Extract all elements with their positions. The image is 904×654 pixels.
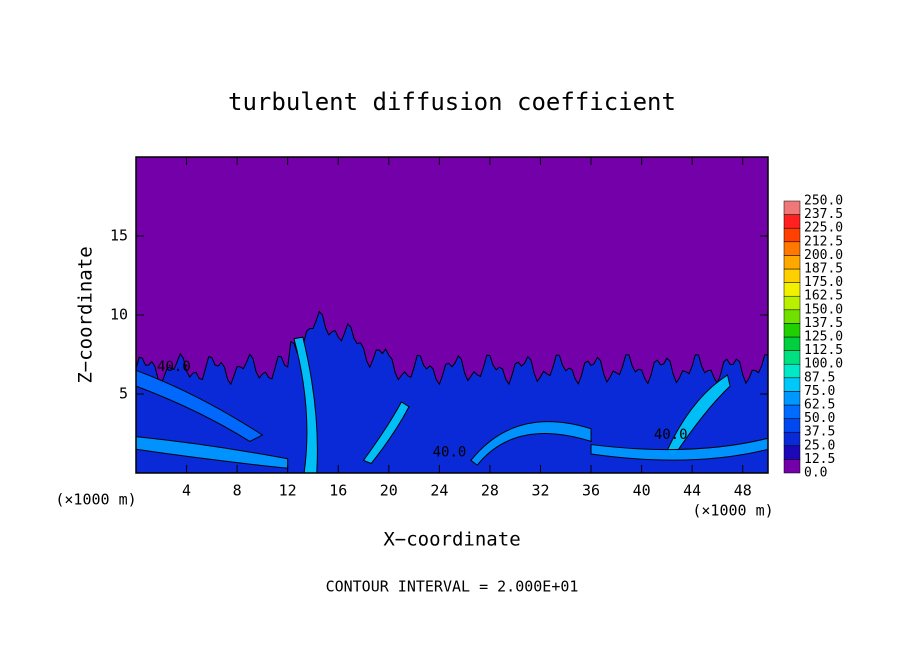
chart-title: turbulent diffusion coefficient bbox=[228, 88, 676, 116]
colorbar-label: 237.5 bbox=[804, 207, 843, 222]
x-tick-label: 4 bbox=[182, 482, 191, 500]
colorbar-label: 162.5 bbox=[804, 289, 843, 304]
y-tick-label: 15 bbox=[110, 227, 128, 245]
x-tick-label: 36 bbox=[582, 482, 600, 500]
colorbar-swatch bbox=[783, 445, 801, 460]
colorbar-label: 87.5 bbox=[804, 370, 835, 385]
colorbar-swatch bbox=[783, 282, 801, 297]
colorbar-swatch bbox=[783, 350, 801, 365]
colorbar-label: 150.0 bbox=[804, 302, 843, 317]
eddy bbox=[135, 369, 264, 442]
colorbar-swatch bbox=[783, 404, 801, 419]
colorbar-swatch bbox=[783, 377, 801, 392]
y-axis-label: Z−coordinate bbox=[75, 246, 97, 383]
colorbar-swatch bbox=[783, 227, 801, 243]
contour-label: 40.0 bbox=[654, 427, 688, 443]
x-tick-label: 24 bbox=[430, 482, 448, 500]
turbulent-layer bbox=[135, 310, 769, 474]
colorbar-swatch bbox=[783, 431, 801, 447]
x-tick-label: 48 bbox=[734, 482, 752, 500]
x-tick-label: 32 bbox=[531, 482, 549, 500]
colorbar-label: 50.0 bbox=[804, 411, 835, 426]
colorbar-swatch bbox=[783, 363, 801, 379]
colorbar-label: 25.0 bbox=[804, 438, 835, 453]
y-tick-label: 5 bbox=[119, 385, 128, 403]
x-axis-label: X−coordinate bbox=[383, 529, 520, 551]
colorbar-label: 112.5 bbox=[804, 343, 843, 358]
colorbar-label: 62.5 bbox=[804, 398, 835, 413]
x-tick-label: 20 bbox=[380, 482, 398, 500]
x-unit-label: (×1000 m) bbox=[55, 491, 136, 509]
colorbar-label: 75.0 bbox=[804, 384, 835, 399]
colorbar-label: 37.5 bbox=[804, 425, 835, 440]
colorbar-swatch bbox=[783, 295, 801, 311]
colorbar-swatch bbox=[783, 391, 801, 406]
colorbar-swatch bbox=[783, 241, 801, 256]
colorbar-swatch bbox=[783, 268, 801, 283]
x-tick-label: 44 bbox=[683, 482, 701, 500]
colorbar-label: 187.5 bbox=[804, 262, 843, 277]
colorbar-swatch bbox=[783, 200, 801, 215]
eddy bbox=[470, 421, 592, 466]
colorbar-label: 100.0 bbox=[804, 357, 843, 372]
colorbar-label: 12.5 bbox=[804, 452, 835, 467]
colorbar-label: 250.0 bbox=[804, 194, 843, 209]
plot-area bbox=[135, 157, 769, 474]
eddy bbox=[135, 436, 289, 469]
x-tick-label: 40 bbox=[633, 482, 651, 500]
colorbar-label: 225.0 bbox=[804, 221, 843, 236]
colorbar-label: 125.0 bbox=[804, 330, 843, 345]
x-tick-label: 8 bbox=[233, 482, 242, 500]
colorbar-swatch bbox=[783, 255, 801, 270]
colorbar-label: 212.5 bbox=[804, 234, 843, 249]
colorbar-swatch bbox=[783, 459, 801, 474]
contour-label: 40.0 bbox=[433, 444, 467, 460]
x-tick-label: 12 bbox=[279, 482, 297, 500]
eddy bbox=[362, 401, 410, 465]
colorbar-label: 0.0 bbox=[804, 466, 827, 481]
colorbar-swatch bbox=[783, 309, 801, 324]
colorbar-swatch bbox=[783, 418, 801, 433]
x-tick-label: 16 bbox=[329, 482, 347, 500]
colorbar-swatch bbox=[783, 336, 801, 351]
contour-label: 40.0 bbox=[157, 359, 191, 375]
colorbar-label: 137.5 bbox=[804, 316, 843, 331]
y-tick-label: 10 bbox=[110, 306, 128, 324]
colorbar-swatch bbox=[783, 214, 801, 229]
colorbar-swatch bbox=[783, 323, 801, 338]
colorbar-label: 175.0 bbox=[804, 275, 843, 290]
colorbar-label: 200.0 bbox=[804, 248, 843, 263]
eddy bbox=[666, 374, 731, 458]
x-tick-label: 28 bbox=[481, 482, 499, 500]
x-unit-label: (×1000 m) bbox=[692, 502, 773, 520]
footer: CONTOUR INTERVAL = 2.000E+01 bbox=[326, 578, 579, 596]
